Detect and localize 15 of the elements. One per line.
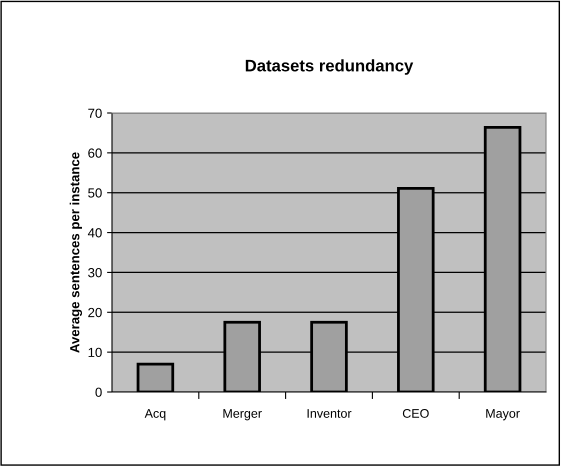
y-tick-label: 30 [88,268,102,278]
y-axis-title: Average sentences per instance [70,152,82,353]
y-tick-label: 70 [88,108,102,118]
x-tick-label: Merger [223,409,262,420]
x-tick-label: CEO [402,408,429,418]
chart-title: Datasets redundancy [246,59,414,75]
y-tick-label: 20 [88,308,102,318]
y-tick-label: 50 [88,188,102,198]
x-tick-label: Mayor [486,409,520,420]
y-tick-label: 0 [95,388,102,397]
y-tick-label: 40 [88,228,102,238]
x-tick-label: Inventor [308,409,352,418]
x-tick-label: Acq [144,409,166,420]
y-tick-label: 10 [88,348,102,358]
y-tick-label: 60 [88,148,102,158]
